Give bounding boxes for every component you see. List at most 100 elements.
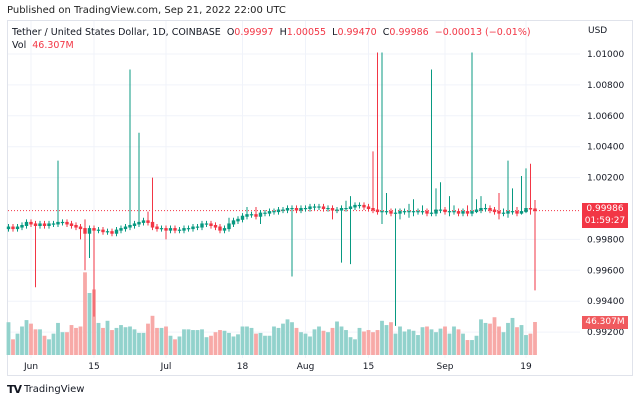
candle[interactable] [96,227,101,234]
candle[interactable] [227,217,231,232]
candle[interactable] [524,168,528,214]
candle[interactable] [195,223,200,231]
candle[interactable] [69,220,74,229]
candle[interactable] [506,160,510,218]
candle[interactable] [492,206,497,215]
candle[interactable] [384,193,389,215]
candle[interactable] [281,206,285,214]
candle[interactable] [254,206,258,220]
candle[interactable] [101,227,105,235]
candle[interactable] [308,203,312,212]
candle[interactable] [326,205,330,212]
candle[interactable] [371,151,375,214]
candle[interactable] [146,211,150,226]
candle[interactable] [245,206,249,220]
candle[interactable] [33,220,38,288]
candle[interactable] [515,206,519,217]
candle[interactable] [119,225,123,234]
candle[interactable] [83,219,87,271]
candle[interactable] [353,202,357,211]
candle[interactable] [141,217,146,226]
candle[interactable] [38,220,42,229]
candle[interactable] [272,208,276,215]
candle[interactable] [65,219,69,228]
candle[interactable] [150,177,155,231]
candle[interactable] [519,176,524,215]
currency-label[interactable]: USD [588,26,608,36]
candle[interactable] [236,216,240,224]
candle[interactable] [483,203,488,212]
candle[interactable] [470,52,474,217]
candle[interactable] [191,223,195,232]
candle[interactable] [501,208,506,217]
candle[interactable] [533,200,537,291]
candle[interactable] [380,52,384,224]
candle[interactable] [155,223,159,232]
candle[interactable] [479,196,483,214]
candle[interactable] [78,223,83,240]
candle[interactable] [362,202,366,211]
candle[interactable] [357,202,362,209]
candle[interactable] [60,219,65,226]
candle[interactable] [15,223,20,232]
candle[interactable] [87,225,92,258]
candle[interactable] [317,203,321,211]
candle[interactable] [267,208,272,217]
candle[interactable] [56,160,60,228]
candle[interactable] [497,193,501,220]
candle[interactable] [240,213,245,223]
candle[interactable] [276,206,281,215]
candle[interactable] [344,200,348,212]
candle[interactable] [429,69,434,217]
candle[interactable] [24,219,29,229]
candle[interactable] [132,220,137,229]
candle[interactable] [402,208,407,215]
candle[interactable] [335,206,339,214]
candle[interactable] [416,208,420,215]
candle[interactable] [42,220,47,229]
candle[interactable] [128,69,132,231]
candle[interactable] [290,205,294,277]
candle[interactable] [159,225,164,232]
candle[interactable] [299,205,303,214]
candle[interactable] [456,208,461,217]
candle[interactable] [222,225,227,234]
candle[interactable] [488,205,492,214]
candle[interactable] [51,220,56,228]
candle[interactable] [249,211,254,218]
candle[interactable] [438,182,443,214]
candle[interactable] [321,203,326,212]
symbol-title[interactable]: Tether / United States Dollar, 1D, COINB… [12,27,221,38]
candle[interactable] [407,203,411,218]
candle[interactable] [447,196,452,217]
candle[interactable] [528,163,533,215]
candle[interactable] [312,203,317,211]
candle[interactable] [137,132,141,228]
candle[interactable] [393,208,398,326]
candle[interactable] [47,220,51,229]
candle[interactable] [6,223,11,232]
volume-label[interactable]: Vol [12,40,27,51]
chart-panel[interactable] [7,20,633,376]
candle[interactable] [105,228,110,235]
candle[interactable] [330,205,335,220]
candle[interactable] [411,199,416,217]
candle[interactable] [434,188,438,217]
candle[interactable] [74,222,78,231]
candle[interactable] [294,205,299,214]
candle[interactable] [461,208,465,217]
candle[interactable] [231,217,236,228]
candle[interactable] [20,222,24,231]
candle[interactable] [285,205,290,214]
candle[interactable] [348,196,353,265]
candle[interactable] [213,222,218,231]
candle[interactable] [168,225,173,234]
candle[interactable] [420,205,425,215]
candle[interactable] [465,205,470,217]
candle[interactable] [339,205,344,263]
candle[interactable] [443,206,447,215]
candle[interactable] [474,199,479,214]
footer-brand[interactable]: TV TradingView [7,383,84,396]
candle[interactable] [204,220,209,228]
